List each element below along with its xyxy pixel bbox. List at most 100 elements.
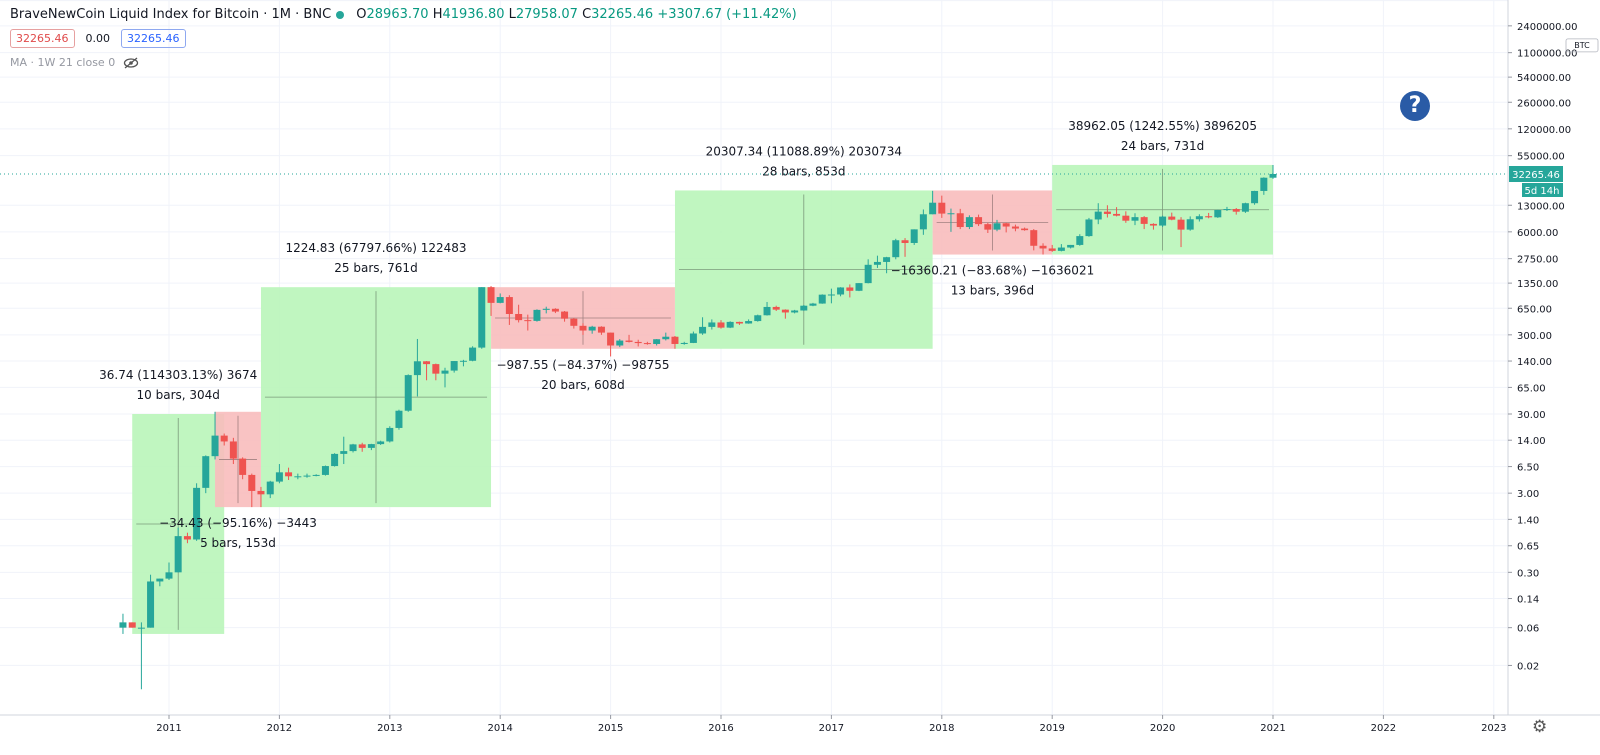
measure-zones [132,164,1273,634]
y-tick-label: 6000.00 [1517,228,1558,239]
zone-change-label: −987.55 (−84.37%) −98755 [496,358,669,372]
y-tick-label: 260000.00 [1517,98,1571,109]
candle-body [938,202,946,214]
y-tick-label: 120000.00 [1517,125,1571,136]
y-tick-label: 1350.00 [1517,279,1558,290]
zone-bars-label: 13 bars, 396d [951,284,1034,298]
candle-body [533,309,541,321]
currency-box [1565,38,1599,53]
zone-change-label: −34.43 (−95.16%) −3443 [159,516,317,530]
x-tick-label: 2019 [1039,723,1064,734]
candle-body [1076,236,1084,245]
candle-body [413,361,421,376]
candle-body [183,536,191,540]
question-circle-icon[interactable]: ? [1400,91,1430,121]
candle-body [515,313,523,321]
candle-body [708,322,716,327]
symbol-title[interactable]: BraveNewCoin Liquid Index for Bitcoin · … [10,7,332,22]
candle-body [570,318,578,326]
candle-body [781,309,789,313]
candle-body [1122,215,1130,221]
candle-body [266,481,274,495]
y-tick-label: 1100000.00 [1517,49,1577,60]
candle-body [1048,248,1056,251]
candle-body [1011,226,1019,229]
candle-body [827,294,835,296]
candle-body [616,340,624,346]
candle-body [956,213,964,228]
y-tick-label: 14.00 [1517,436,1546,447]
candle-body [671,336,679,344]
bid-ask-row: 32265.46 0.00 32265.46 [10,29,186,48]
candle-body [588,326,596,331]
candle-body [1039,245,1047,249]
candle-body [901,240,909,243]
y-tick-label: 13000.00 [1517,201,1565,212]
candle-body [680,342,688,344]
candle-body [791,310,799,313]
candle-body [321,466,329,475]
x-tick-label: 2018 [929,723,954,734]
candle-body [147,581,155,628]
candle-body [717,322,725,328]
y-tick-label: 30.00 [1517,410,1546,421]
candle-body [625,340,633,342]
eye-off-icon[interactable] [123,57,139,69]
candle-body [496,297,504,303]
zone-labels: 36.74 (114303.13%) 3674 10 bars, 304d −34.… [99,119,1257,550]
candle-body [873,261,881,265]
bid-price[interactable]: 32265.46 [10,29,75,48]
candle-body [1269,174,1277,178]
y-tick-label: 65.00 [1517,383,1546,394]
candle-body [1021,228,1029,231]
candle-body [542,308,550,310]
candle-body [818,294,826,304]
x-tick-label: 2023 [1481,723,1506,734]
candle-body [579,325,587,331]
y-tick-label: 6.50 [1517,463,1539,474]
zone-bars-label: 20 bars, 608d [541,378,624,392]
candle-body [128,622,136,628]
zone-bars-label: 5 bars, 153d [200,536,276,550]
candle-body [1214,209,1222,218]
countdown-tag [1522,183,1563,197]
zone-change-label: 38962.05 (1242.55%) 3896205 [1068,119,1257,133]
candle-body [229,441,237,459]
candle-body [156,578,164,582]
x-tick-label: 2015 [598,723,623,734]
candle-body [745,321,753,324]
candle-body [386,427,394,442]
candle-body [193,487,201,540]
gear-icon[interactable]: ⚙ [1532,717,1548,737]
ask-price[interactable]: 32265.46 [121,29,186,48]
candle-body [919,214,927,230]
candle-body [699,326,707,334]
candle-body [634,341,642,344]
x-tick-label: 2012 [267,723,292,734]
candle-body [607,332,615,346]
candle-body [1149,223,1157,226]
candle-body [763,306,771,316]
candle-body [1223,209,1231,211]
candle-body [1030,230,1038,246]
candle-body [643,343,651,345]
y-tick-label: 2400000.00 [1517,22,1577,33]
candle-body [726,321,734,328]
candle-body [864,264,872,284]
candle-body [975,217,983,225]
price-change: +3307.67 (+11.42%) [657,7,797,22]
candle-body [846,287,854,291]
candle-body [505,297,513,314]
ma-indicator-legend[interactable]: MA · 1W 21 close 0 [10,56,139,69]
candle-body [312,474,320,476]
candle-body [423,361,431,365]
zone-bars-label: 10 bars, 304d [137,388,220,402]
candle-body [524,320,532,322]
candle-body [1260,177,1268,191]
candle-body [119,622,127,628]
candle-body [754,315,762,322]
zone-change-label: 1224.83 (67797.66%) 122483 [285,241,466,255]
candle-body [689,333,697,343]
x-tick-label: 2011 [156,723,181,734]
